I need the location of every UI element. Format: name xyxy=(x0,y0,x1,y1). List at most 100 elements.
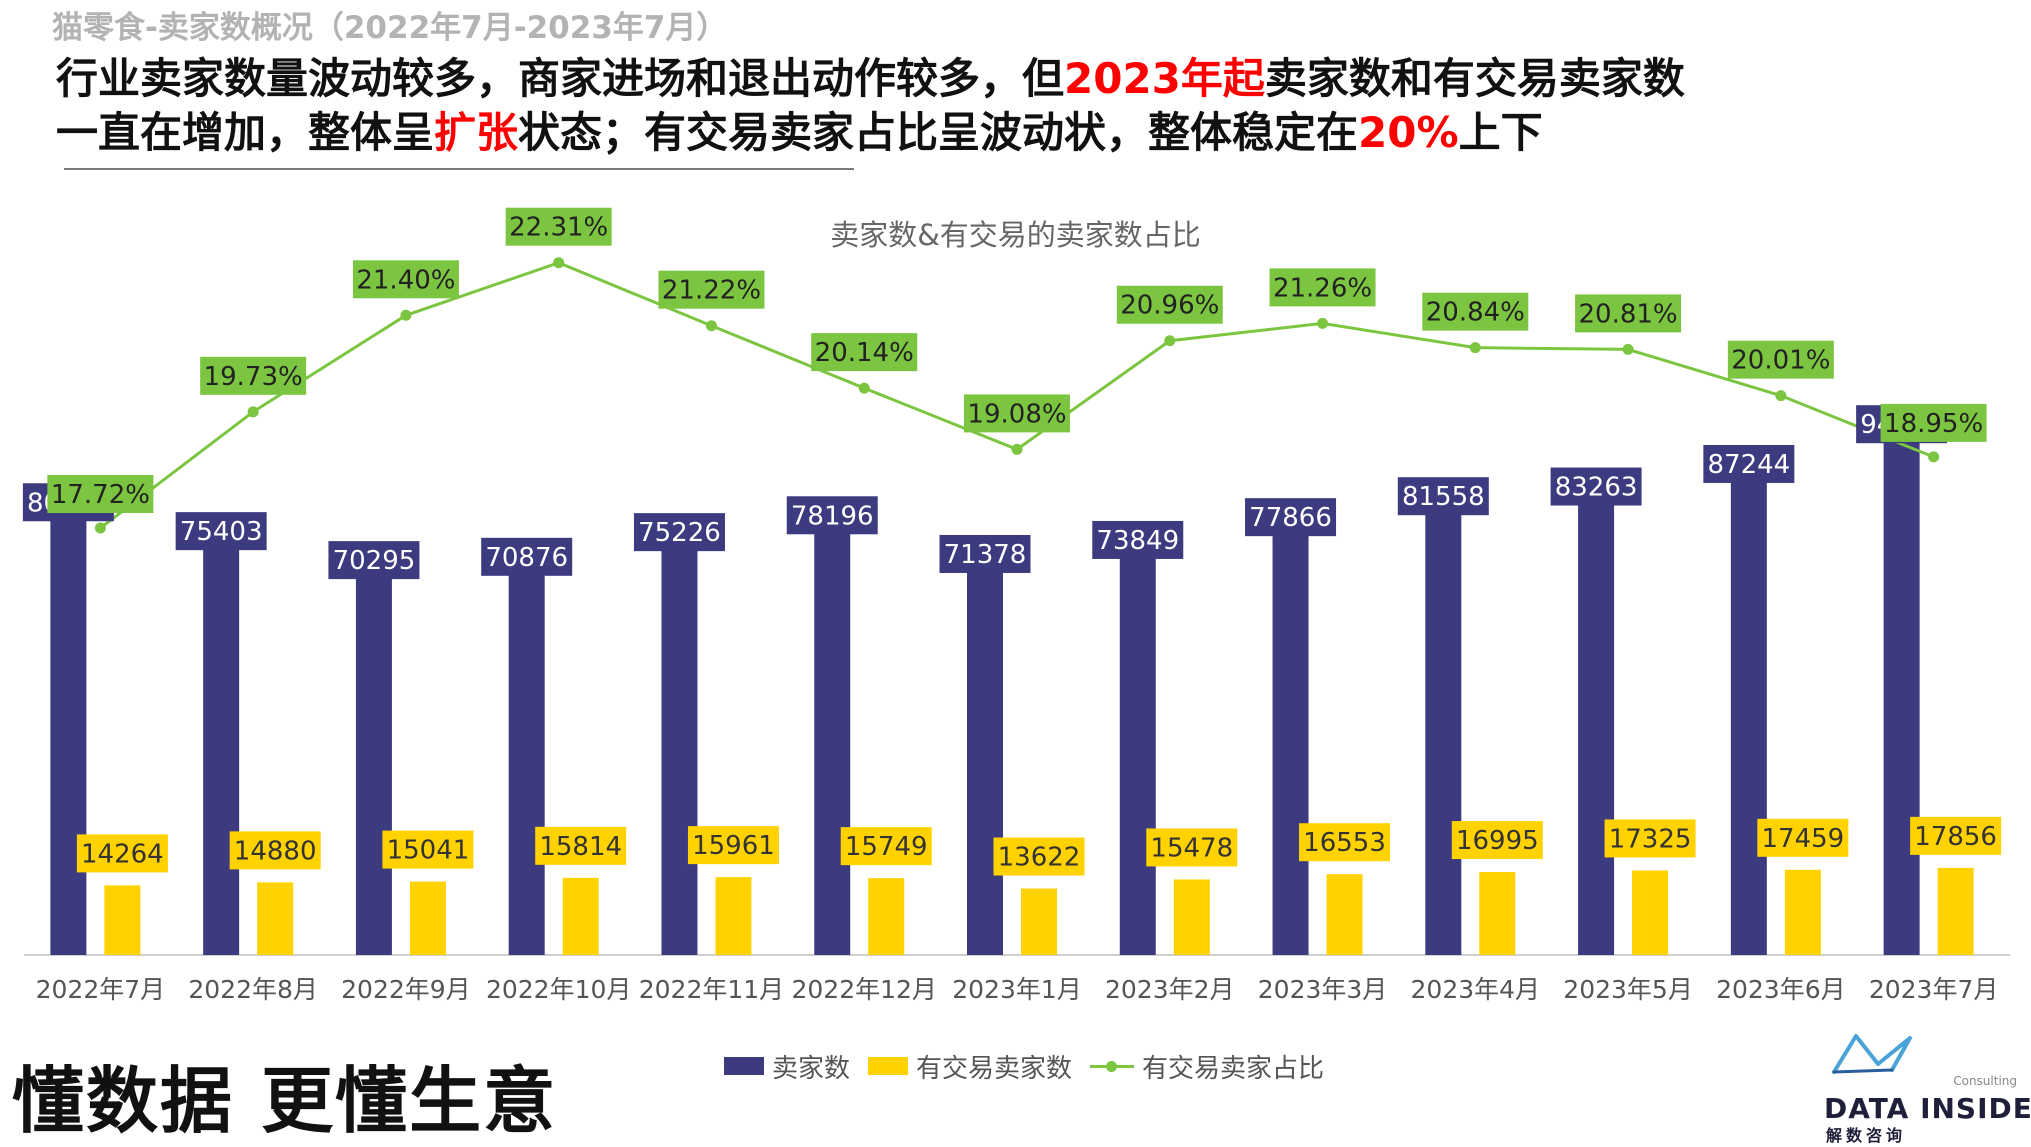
seller-data-label: 83263 xyxy=(1555,473,1638,503)
chart-legend: 卖家数 有交易卖家数 有交易卖家占比 xyxy=(724,1048,1324,1084)
seller-data-label-box xyxy=(328,541,420,580)
ratio-point xyxy=(94,522,106,534)
seller-data-label: 78196 xyxy=(791,501,874,531)
trading-data-label-box xyxy=(1910,816,2002,855)
seller-data-label: 70295 xyxy=(333,546,416,576)
seller-data-label-box xyxy=(939,534,1031,573)
ratio-data-label-box xyxy=(1575,294,1682,333)
seller-data-label: 75226 xyxy=(638,518,721,548)
logo-subtitle: 解数咨询 xyxy=(1826,1126,1907,1145)
trading-data-label: 17459 xyxy=(1761,824,1844,854)
trading-bar xyxy=(1632,870,1669,955)
ratio-data-label-box xyxy=(505,207,612,246)
seller-data-label-box xyxy=(1550,467,1642,506)
trading-bar xyxy=(1784,869,1821,955)
headline-line-2: 一直在增加，整体呈扩张状态；有交易卖家占比呈波动状，整体稳定在20%上下 xyxy=(56,106,1685,160)
logo-name: DATA INSIDER xyxy=(1824,1092,2031,1125)
ratio-point xyxy=(1622,343,1634,355)
chart-title: 卖家数&有交易的卖家数占比 xyxy=(830,218,1201,252)
legend-label: 有交易卖家数 xyxy=(916,1053,1073,1084)
ratio-data-label-box xyxy=(1422,292,1529,331)
ratio-data-label: 20.96% xyxy=(1120,291,1219,321)
page-headline: 行业卖家数量波动较多，商家进场和退出动作较多，但2023年起卖家数和有交易卖家数… xyxy=(56,52,1685,160)
legend-label: 卖家数 xyxy=(772,1053,851,1084)
seller-bar xyxy=(1272,513,1309,955)
trading-data-label-box xyxy=(1604,819,1696,858)
ratio-point xyxy=(1928,451,1940,463)
seller-bar xyxy=(355,556,392,955)
legend-item-seller: 卖家数 xyxy=(724,1048,850,1085)
legend-swatch-ratio xyxy=(1090,1057,1135,1075)
trading-data-label: 15478 xyxy=(1150,833,1233,863)
trading-data-label-box xyxy=(535,826,627,865)
trading-bar xyxy=(1326,874,1363,955)
legend-item-ratio: 有交易卖家占比 xyxy=(1090,1048,1324,1085)
seller-data-label: 77866 xyxy=(1249,503,1332,533)
ratio-data-label-box xyxy=(200,356,307,395)
headline-highlight: 扩张 xyxy=(434,108,519,157)
headline-text: 一直在增加，整体呈 xyxy=(56,108,435,157)
ratio-point xyxy=(553,257,565,269)
headline-text: 上下 xyxy=(1458,108,1543,157)
trading-bar xyxy=(104,885,141,955)
ratio-data-label: 19.08% xyxy=(967,399,1066,429)
trading-data-label-box xyxy=(1757,818,1849,857)
ratio-point xyxy=(247,406,259,418)
ratio-point xyxy=(858,382,870,394)
trading-data-label-box xyxy=(229,831,321,870)
seller-data-label: 75403 xyxy=(180,517,263,547)
seller-bar xyxy=(1425,492,1462,955)
seller-bar xyxy=(203,527,240,955)
trading-bar xyxy=(1479,872,1516,955)
trading-data-label: 16553 xyxy=(1303,828,1386,858)
ratio-data-label-box xyxy=(47,475,154,513)
x-tick-label: 2023年5月 xyxy=(1563,975,1693,1004)
trading-data-label: 15749 xyxy=(845,832,928,862)
trading-data-label: 16995 xyxy=(1456,826,1539,856)
headline-text: 行业卖家数量波动较多，商家进场和退出动作较多，但 xyxy=(56,54,1065,103)
trading-bar xyxy=(257,882,294,955)
seller-data-label-box xyxy=(633,513,725,552)
ratio-data-label-box xyxy=(1116,285,1223,324)
ratio-data-label: 20.14% xyxy=(815,338,914,368)
trading-bar xyxy=(868,878,905,955)
trading-data-label-box xyxy=(382,830,474,869)
seller-data-label: 87244 xyxy=(1707,450,1790,480)
data-insider-logo-icon xyxy=(1832,1034,1912,1074)
headline-highlight: 20% xyxy=(1358,108,1459,157)
ratio-data-label: 19.73% xyxy=(204,362,303,392)
breadcrumb: 猫零食-卖家数概况（2022年7月-2023年7月） xyxy=(52,10,728,46)
x-tick-label: 2023年2月 xyxy=(1105,975,1235,1004)
trading-bar xyxy=(1021,888,1057,955)
trading-data-label-box xyxy=(1451,821,1543,860)
ratio-data-label: 17.72% xyxy=(51,480,150,510)
ratio-data-label-box xyxy=(964,394,1070,433)
trading-data-label: 15814 xyxy=(539,832,622,862)
x-tick-label: 2023年7月 xyxy=(1869,975,1999,1004)
trading-bar xyxy=(409,881,446,955)
x-tick-label: 2023年1月 xyxy=(952,975,1082,1004)
seller-bar xyxy=(508,552,545,955)
ratio-data-label-box xyxy=(352,260,459,299)
trading-bar xyxy=(1937,867,1974,955)
logo-consulting-text: Consulting xyxy=(1953,1074,2017,1088)
ratio-data-label-box xyxy=(1269,268,1376,307)
headline-text: 卖家数和有交易卖家数 xyxy=(1264,54,1685,103)
seller-bar xyxy=(661,528,698,955)
ratio-data-label: 21.40% xyxy=(356,265,455,295)
legend-label: 有交易卖家占比 xyxy=(1142,1053,1325,1084)
ratio-point xyxy=(1317,317,1329,329)
seller-data-label: 70876 xyxy=(485,543,568,573)
x-tick-label: 2022年8月 xyxy=(188,975,318,1004)
trading-data-label-box xyxy=(1146,828,1238,867)
company-logo: Consulting DATA INSIDER 解数咨询 xyxy=(1820,1030,2031,1145)
slogan: 懂数据 更懂生意 xyxy=(12,1059,558,1143)
seller-bar xyxy=(1578,482,1615,955)
trading-data-label: 15041 xyxy=(387,836,470,866)
trading-data-label-box xyxy=(840,827,932,866)
ratio-data-label: 21.26% xyxy=(1273,273,1372,303)
ratio-data-label-box xyxy=(1727,340,1834,379)
headline-text: 状态；有交易卖家占比呈波动状，整体稳定在 xyxy=(518,108,1359,157)
x-tick-label: 2022年9月 xyxy=(341,975,471,1004)
headline-line-1: 行业卖家数量波动较多，商家进场和退出动作较多，但2023年起卖家数和有交易卖家数 xyxy=(56,52,1685,106)
